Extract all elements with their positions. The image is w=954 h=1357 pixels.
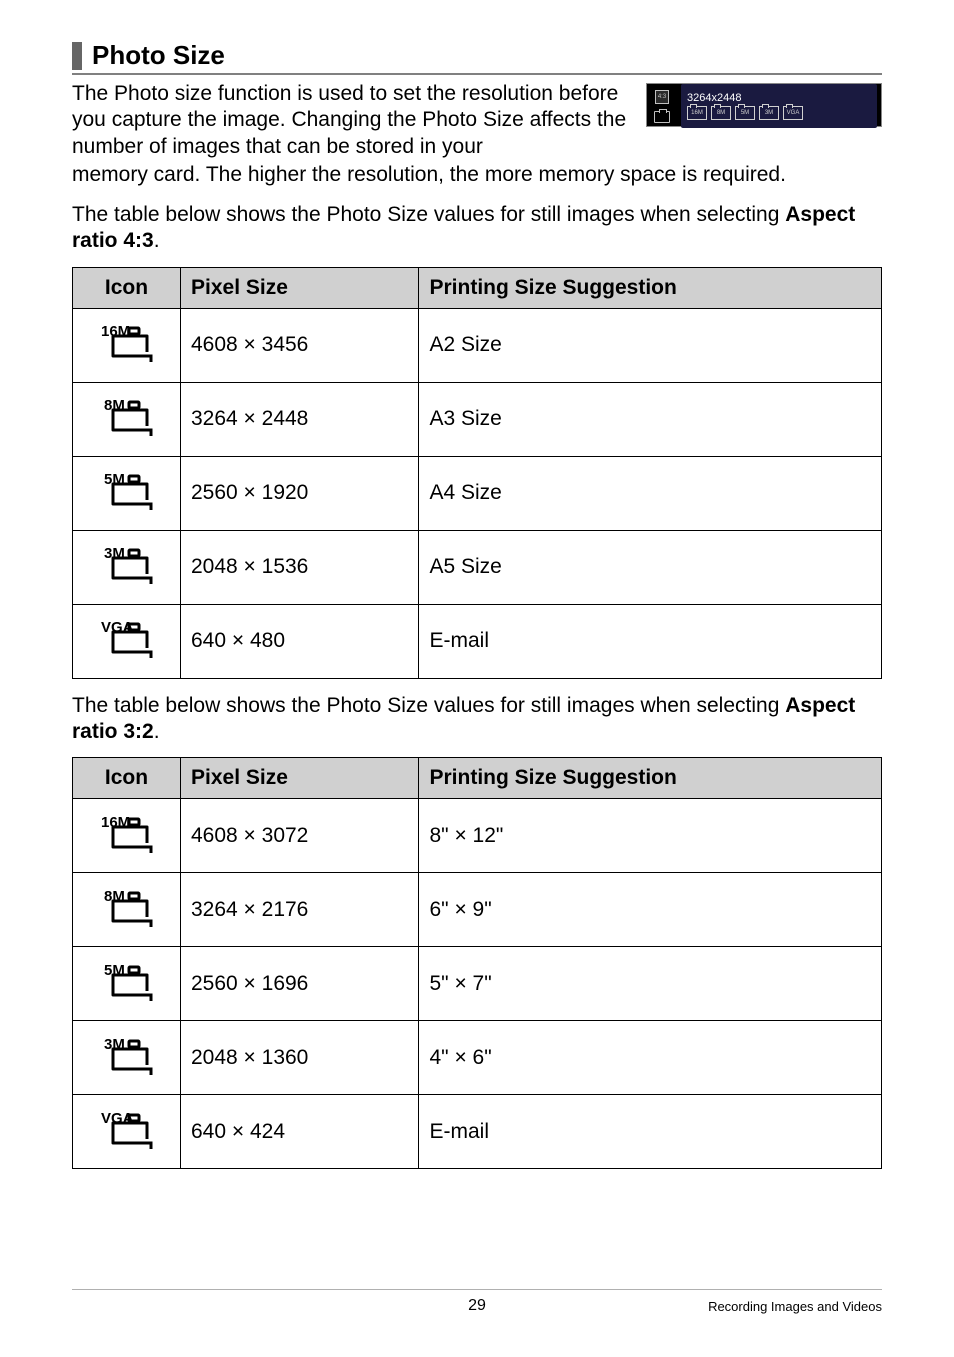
print-suggestion: A2 Size <box>419 308 882 382</box>
table-row: VGA 640 × 424E-mail <box>73 1095 882 1169</box>
screenshot-panel: 3264x2448 16M 8M 5M 3M VGA <box>681 84 877 128</box>
camera-icon <box>654 111 670 123</box>
intro-text-2: memory card. The higher the resolution, … <box>72 162 882 188</box>
print-suggestion: E-mail <box>419 1095 882 1169</box>
page-footer: 29 Recording Images and Videos <box>72 1289 882 1329</box>
photosize-screenshot: 4:3 3264x2448 16M 8M 5M 3M VGA <box>646 83 882 127</box>
intro-row: The Photo size function is used to set t… <box>72 81 882 160</box>
print-suggestion: A5 Size <box>419 530 882 604</box>
page: Photo Size The Photo size function is us… <box>0 0 954 1329</box>
thumb-icon: VGA <box>783 106 803 120</box>
table-32: Icon Pixel Size Printing Size Suggestion… <box>72 757 882 1169</box>
pixel-size: 2560 × 1920 <box>181 456 419 530</box>
screenshot-thumbs: 16M 8M 5M 3M VGA <box>687 106 871 120</box>
photosize-icon: 3M <box>73 1021 181 1095</box>
photosize-icon: 8M <box>73 873 181 947</box>
table-row: 5M 2560 × 16965" × 7" <box>73 947 882 1021</box>
photosize-icon: 16M <box>73 799 181 873</box>
section-title: Photo Size <box>92 40 225 71</box>
table32-caption: The table below shows the Photo Size val… <box>72 693 882 746</box>
caption-post: . <box>154 229 160 252</box>
table-row: 8M 3264 × 2448A3 Size <box>73 382 882 456</box>
table-row: 16M 4608 × 3456A2 Size <box>73 308 882 382</box>
footer-rule <box>72 1289 882 1290</box>
heading-rule <box>72 73 882 75</box>
photosize-icon: 16M <box>73 308 181 382</box>
th-print: Printing Size Suggestion <box>419 758 882 799</box>
intro-text-1: The Photo size function is used to set t… <box>72 81 630 160</box>
print-suggestion: 8" × 12" <box>419 799 882 873</box>
print-suggestion: 6" × 9" <box>419 873 882 947</box>
photosize-icon: VGA <box>73 1095 181 1169</box>
th-icon: Icon <box>73 758 181 799</box>
photosize-icon: 3M <box>73 530 181 604</box>
caption-pre: The table below shows the Photo Size val… <box>72 694 785 717</box>
th-pixel: Pixel Size <box>181 267 419 308</box>
table-row: 8M 3264 × 21766" × 9" <box>73 873 882 947</box>
thumb-icon: 16M <box>687 106 707 120</box>
table-row: 5M 2560 × 1920A4 Size <box>73 456 882 530</box>
print-suggestion: 5" × 7" <box>419 947 882 1021</box>
heading-accent <box>72 42 82 70</box>
thumb-icon: 5M <box>735 106 755 120</box>
pixel-size: 3264 × 2176 <box>181 873 419 947</box>
pixel-size: 2560 × 1696 <box>181 947 419 1021</box>
thumb-icon: 8M <box>711 106 731 120</box>
pixel-size: 640 × 424 <box>181 1095 419 1169</box>
th-icon: Icon <box>73 267 181 308</box>
pixel-size: 640 × 480 <box>181 604 419 678</box>
photosize-icon: 5M <box>73 947 181 1021</box>
print-suggestion: E-mail <box>419 604 882 678</box>
pixel-size: 2048 × 1360 <box>181 1021 419 1095</box>
th-print: Printing Size Suggestion <box>419 267 882 308</box>
photosize-icon: VGA <box>73 604 181 678</box>
pixel-size: 4608 × 3072 <box>181 799 419 873</box>
screenshot-dimensions: 3264x2448 <box>687 92 871 104</box>
section-heading: Photo Size <box>72 40 882 71</box>
table-header-row: Icon Pixel Size Printing Size Suggestion <box>73 267 882 308</box>
table-row: VGA 640 × 480E-mail <box>73 604 882 678</box>
pixel-size: 3264 × 2448 <box>181 382 419 456</box>
pixel-size: 4608 × 3456 <box>181 308 419 382</box>
table-row: 3M 2048 × 13604" × 6" <box>73 1021 882 1095</box>
table43-caption: The table below shows the Photo Size val… <box>72 202 882 255</box>
print-suggestion: A4 Size <box>419 456 882 530</box>
caption-post: . <box>154 720 160 743</box>
table-row: 16M 4608 × 30728" × 12" <box>73 799 882 873</box>
table-43: Icon Pixel Size Printing Size Suggestion… <box>72 267 882 679</box>
page-number: 29 <box>468 1297 486 1315</box>
photosize-icon: 8M <box>73 382 181 456</box>
footer-section-label: Recording Images and Videos <box>708 1299 882 1314</box>
caption-pre: The table below shows the Photo Size val… <box>72 203 785 226</box>
print-suggestion: A3 Size <box>419 382 882 456</box>
thumb-icon: 3M <box>759 106 779 120</box>
screenshot-left-icons: 4:3 <box>647 84 677 128</box>
table-row: 3M 2048 × 1536A5 Size <box>73 530 882 604</box>
table-header-row: Icon Pixel Size Printing Size Suggestion <box>73 758 882 799</box>
pixel-size: 2048 × 1536 <box>181 530 419 604</box>
aspect-ratio-icon: 4:3 <box>655 90 669 104</box>
photosize-icon: 5M <box>73 456 181 530</box>
print-suggestion: 4" × 6" <box>419 1021 882 1095</box>
th-pixel: Pixel Size <box>181 758 419 799</box>
